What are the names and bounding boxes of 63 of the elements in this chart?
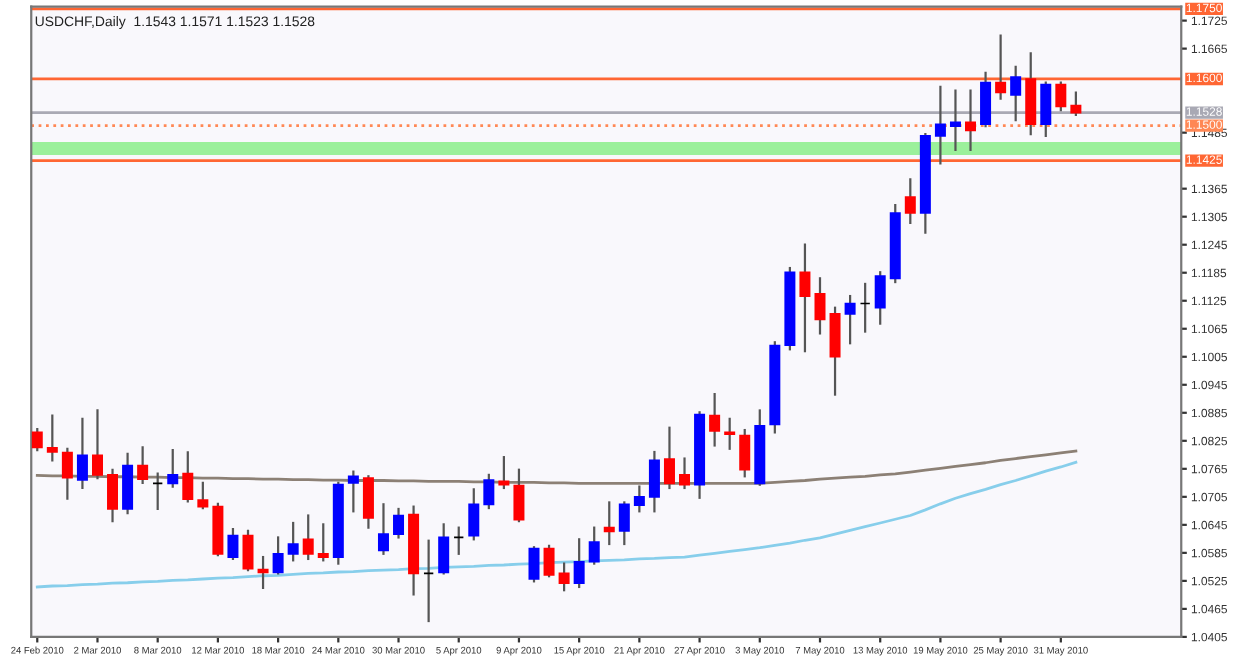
line-series [35, 460, 1078, 589]
candlestick [61, 447, 73, 500]
candlestick [648, 450, 660, 513]
candlestick [167, 449, 179, 488]
candlestick [588, 526, 600, 565]
candlestick [257, 555, 269, 589]
candlestick [182, 451, 194, 503]
candlestick [965, 89, 977, 152]
candlestick [107, 468, 119, 523]
candlestick [1040, 81, 1052, 138]
candlestick [468, 488, 480, 541]
candlestick [287, 521, 299, 562]
candlestick [904, 178, 916, 224]
candlestick [603, 501, 615, 546]
candlestick [377, 503, 389, 555]
candlestick [122, 452, 134, 515]
candlestick [76, 417, 88, 490]
candlestick [242, 529, 254, 572]
candlestick [949, 89, 961, 152]
candlestick [272, 536, 284, 575]
candlestick [302, 514, 314, 561]
candlestick [137, 446, 149, 484]
candlestick [663, 426, 675, 490]
candlestick [438, 523, 450, 575]
candlestick [679, 457, 691, 490]
candlestick [152, 472, 164, 511]
candlestick [513, 468, 525, 523]
candlestick [724, 417, 736, 450]
candlestick [1025, 52, 1037, 136]
candlestick [453, 526, 465, 555]
candlestick [558, 562, 570, 592]
candlestick [212, 502, 224, 557]
candlestick [46, 414, 58, 462]
candlestick [1055, 81, 1067, 112]
candlestick [227, 527, 239, 561]
candlestick [874, 271, 886, 325]
candlestick [814, 277, 826, 335]
candlestick [739, 428, 751, 478]
candlestick [347, 470, 359, 513]
candlestick [91, 409, 103, 480]
candlestick [423, 539, 435, 623]
candlestick [844, 294, 856, 345]
candlestick [995, 34, 1007, 100]
candlestick [633, 485, 645, 513]
candlestick [528, 546, 540, 583]
candlestick [1070, 91, 1082, 117]
candlestick [543, 544, 555, 578]
candlestick [197, 481, 209, 510]
candlestick [934, 85, 946, 165]
candlestick [498, 456, 510, 490]
candlestick [829, 306, 841, 396]
candlestick [317, 523, 329, 562]
candlestick [362, 475, 374, 529]
candlestick [31, 428, 43, 452]
candlestick [573, 538, 585, 589]
candlestick [393, 507, 405, 539]
candlestick [1010, 65, 1022, 122]
candlestick [483, 473, 495, 510]
candlestick [859, 282, 871, 333]
candlestick [980, 71, 992, 128]
candlestick [618, 501, 630, 546]
candlestick [799, 243, 811, 353]
candlestick [709, 393, 721, 447]
